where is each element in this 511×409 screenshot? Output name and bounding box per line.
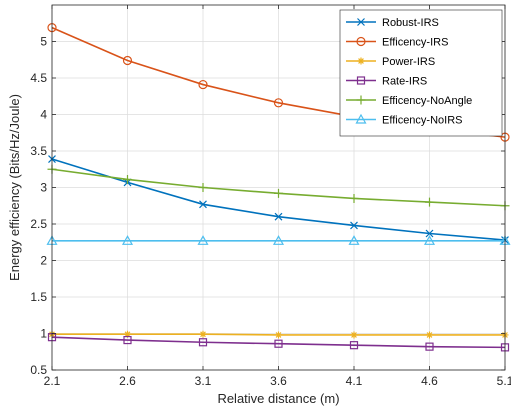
data-point (197, 235, 209, 245)
data-point (121, 235, 134, 245)
data-point (198, 183, 208, 192)
x-tick-label: 3.1 (195, 374, 212, 388)
data-point (356, 76, 366, 85)
data-point (274, 339, 283, 348)
legend-label: Robust-IRS (382, 17, 439, 29)
series-line (51, 336, 506, 349)
x-tick-label: 3.6 (270, 374, 287, 388)
legend-entry: Robust-IRS (346, 17, 439, 29)
legend-entry: Efficency-IRS (346, 37, 448, 49)
y-tick-label: 2 (40, 254, 47, 268)
data-point (275, 331, 282, 339)
y-tick-label: 3.5 (30, 144, 47, 158)
legend-label: Power-IRS (382, 56, 435, 68)
data-point (123, 335, 132, 345)
data-point (423, 235, 436, 245)
data-point (350, 331, 358, 339)
y-tick-label: 2.5 (30, 217, 47, 231)
legend-label: Efficency-NoAngle (382, 95, 472, 107)
legend-entry: Efficency-NoIRS (346, 113, 463, 127)
legend-label: Rate-IRS (382, 76, 427, 88)
data-point (124, 330, 131, 338)
legend-label: Efficency-NoIRS (382, 115, 463, 127)
data-point (357, 57, 365, 65)
x-tick-label: 2.6 (119, 374, 136, 388)
data-point (357, 18, 365, 26)
data-point (274, 188, 283, 198)
y-tick-label: 4.5 (30, 71, 47, 85)
data-point (198, 79, 208, 90)
data-point (425, 342, 434, 351)
x-tick-label: 5.1 (497, 374, 511, 388)
y-tick-label: 0.5 (30, 363, 47, 377)
y-tick-label: 3 (40, 181, 47, 195)
legend-entry: Rate-IRS (346, 76, 427, 88)
data-point (349, 193, 359, 203)
y-tick-label: 1.5 (30, 290, 47, 304)
legend-entry: Power-IRS (346, 56, 435, 68)
data-point (355, 113, 367, 124)
y-tick-label: 5 (40, 35, 47, 49)
legend-label: Efficency-IRS (382, 37, 448, 49)
y-axis-label: Energy efficiency (Bits/Hz/Joule) (7, 94, 22, 281)
legend: Robust-IRS Efficency-IRS Power-IRS Rate-IRS… (339, 9, 503, 137)
data-point (425, 197, 434, 207)
data-point (356, 95, 366, 105)
data-point (122, 55, 133, 66)
legend-entry: Efficency-NoAngle (346, 95, 472, 107)
data-point (425, 229, 434, 238)
data-point (273, 98, 284, 108)
data-point (123, 174, 132, 184)
data-point (350, 221, 358, 230)
data-point (199, 200, 207, 209)
y-tick-label: 4 (40, 108, 47, 122)
x-tick-label: 2.1 (44, 374, 61, 388)
data-point (198, 338, 208, 347)
x-tick-label: 4.1 (346, 374, 363, 388)
data-point (348, 235, 360, 245)
data-point (426, 331, 433, 339)
data-point (349, 341, 359, 350)
legend-box (339, 9, 503, 137)
data-point (272, 235, 285, 245)
data-point (274, 212, 283, 221)
series-efficency-noirs (46, 235, 511, 245)
data-point (356, 36, 366, 47)
x-tick-label: 4.6 (421, 374, 438, 388)
x-axis-label: Relative distance (m) (217, 391, 339, 406)
y-tick-label: 1 (40, 327, 47, 341)
data-point (199, 330, 207, 338)
